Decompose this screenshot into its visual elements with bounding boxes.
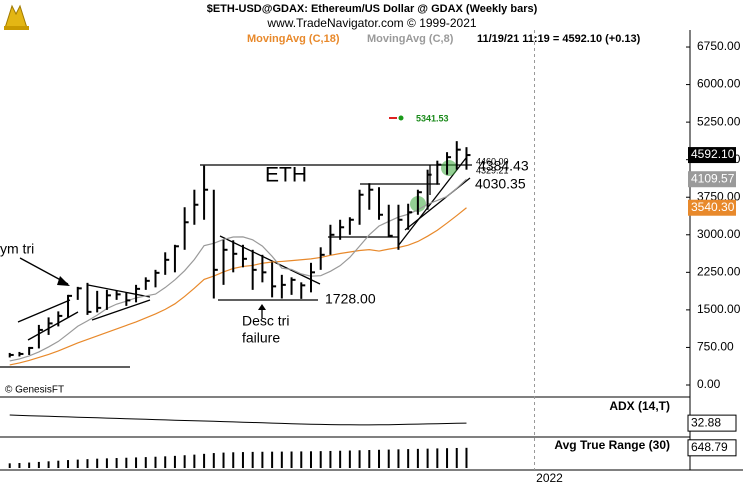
logo — [4, 4, 29, 30]
atr-bar — [387, 449, 390, 468]
atr-bar — [144, 457, 147, 468]
atr-bar — [105, 458, 108, 468]
value-box — [688, 147, 736, 164]
value-box — [687, 414, 737, 432]
panel-title: Avg True Range (30) — [554, 438, 670, 452]
atr-bar — [173, 455, 176, 468]
subtitle: www.TradeNavigator.com © 1999-2021 — [266, 16, 476, 30]
x-tick-label: 2022 — [536, 471, 563, 485]
atr-bar — [339, 450, 342, 468]
atr-bar — [37, 461, 40, 468]
atr-bar — [319, 451, 322, 468]
y-tick-label: 2250.00 — [697, 265, 741, 279]
annotation: ym tri — [0, 241, 34, 257]
atr-bar — [465, 447, 468, 468]
atr-bar — [426, 448, 429, 468]
atr-bar — [290, 451, 293, 468]
y-tick-label: 5250.00 — [697, 114, 741, 128]
atr-bar — [232, 452, 235, 468]
atr-bar — [164, 456, 167, 468]
atr-bar — [348, 450, 351, 468]
atr-bar — [455, 447, 458, 468]
annotation: failure — [242, 330, 280, 346]
atr-bar — [57, 460, 60, 468]
atr-bar — [125, 457, 128, 468]
atr-bar — [67, 460, 70, 468]
atr-bar — [8, 463, 11, 468]
annotation: Desc tri — [242, 313, 289, 329]
annotation: 4329.21 — [476, 165, 509, 175]
value-box — [688, 171, 736, 188]
atr-bar — [86, 459, 89, 468]
panel-title: ADX (14,T) — [609, 399, 670, 413]
atr-bar — [212, 453, 215, 468]
annotation: 5341.53 — [416, 113, 449, 123]
atr-bar — [271, 451, 274, 468]
atr-bar — [193, 454, 196, 468]
moving-average — [9, 207, 467, 366]
atr-bar — [47, 461, 50, 468]
value-box — [687, 439, 737, 457]
atr-bar — [154, 456, 157, 468]
moving-average — [9, 178, 467, 362]
atr-bar — [241, 452, 244, 468]
status: 11/19/21 11:19 = 4592.10 (+0.13) — [477, 33, 641, 45]
atr-bar — [407, 449, 410, 468]
y-tick-label: 0.00 — [697, 377, 721, 391]
value-box-label: 4109.57 — [691, 171, 735, 185]
atr-bar — [203, 453, 206, 468]
y-tick-label: 3000.00 — [697, 227, 741, 241]
annotation: 4384.43 — [478, 158, 529, 174]
atr-bar — [115, 458, 118, 468]
annotation: 4460.00 — [476, 156, 509, 166]
atr-bar — [251, 451, 254, 468]
atr-bar — [18, 463, 21, 468]
drawings — [0, 115, 472, 368]
atr-bar — [358, 450, 361, 468]
atr-bar — [368, 450, 371, 468]
annotation: ETH — [265, 164, 307, 187]
atr-bar — [378, 449, 381, 468]
y-tick-label: 1500.00 — [697, 302, 741, 316]
value-box-label: 3540.30 — [691, 200, 735, 214]
value-box-label: 4592.10 — [691, 147, 735, 161]
atr-bar — [183, 455, 186, 468]
atr-bar — [329, 450, 332, 468]
atr-bar — [135, 457, 138, 468]
adx-line — [9, 414, 467, 426]
atr-bar — [416, 448, 419, 468]
atr-bar — [300, 451, 303, 468]
annotation: 4030.35 — [475, 176, 526, 192]
atr-bar — [222, 452, 225, 468]
y-tick-label: 750.00 — [697, 340, 734, 354]
atr-bar — [280, 451, 283, 468]
atr-bar — [446, 448, 449, 468]
atr-bar — [261, 451, 264, 468]
value-box-label: 32.88 — [691, 415, 721, 429]
value-box-label: 648.79 — [691, 440, 728, 454]
atr-bar — [436, 448, 439, 468]
legend-ma8: MovingAvg (C,8) — [367, 33, 454, 45]
atr-bar — [309, 451, 312, 468]
copyright: © GenesisFT — [5, 385, 64, 396]
y-tick-label: 6750.00 — [697, 39, 741, 53]
annotation: 1728.00 — [325, 291, 376, 307]
value-box — [688, 199, 736, 216]
atr-bar — [28, 462, 31, 468]
title: $ETH-USD@GDAX: Ethereum/US Dollar @ GDAX… — [207, 3, 538, 15]
atr-bar — [96, 458, 99, 468]
atr-bar — [397, 449, 400, 468]
y-tick-label: 6000.00 — [697, 77, 741, 91]
legend-ma18: MovingAvg (C,18) — [247, 33, 340, 45]
atr-bar — [76, 459, 79, 468]
